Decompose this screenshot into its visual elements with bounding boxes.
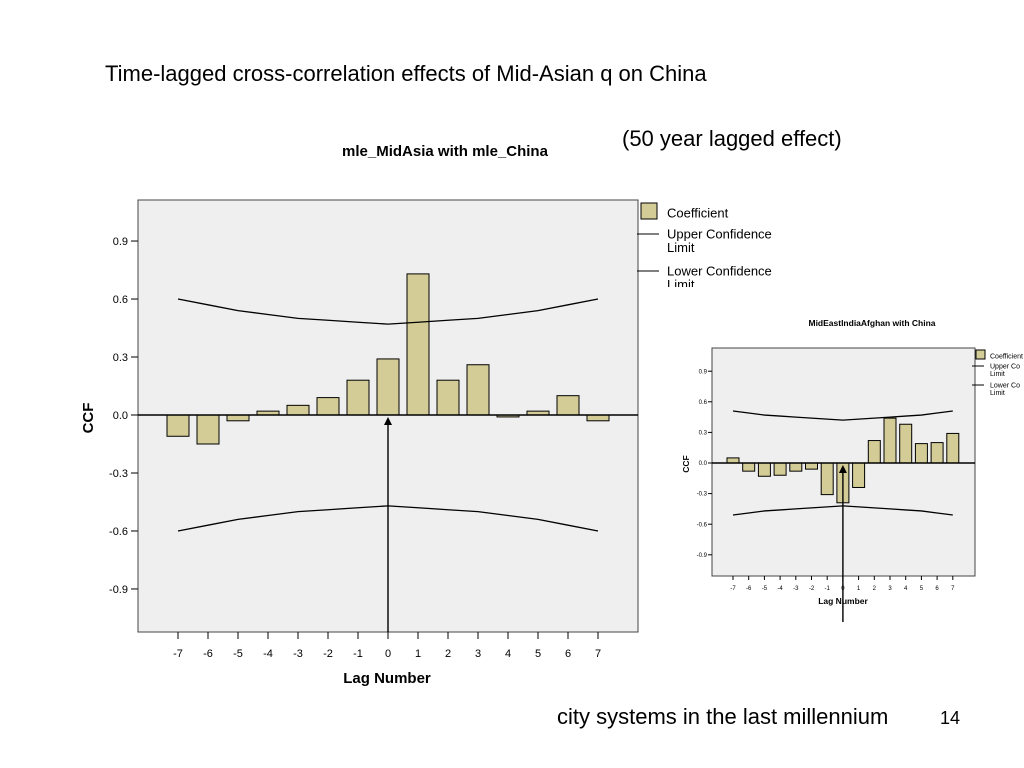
bar bbox=[316, 397, 340, 416]
y-tick-label: 0.0 bbox=[699, 461, 708, 467]
x-tick-label: 4 bbox=[904, 586, 908, 592]
x-tick-label: 0 bbox=[385, 648, 391, 660]
x-tick-label: -1 bbox=[825, 586, 831, 592]
x-tick-label: 7 bbox=[951, 586, 955, 592]
footer-text: city systems in the last millennium bbox=[557, 704, 889, 729]
bar bbox=[406, 273, 430, 416]
lag-note: (50 year lagged effect) bbox=[622, 126, 842, 151]
bar bbox=[586, 414, 610, 422]
x-tick-label: 2 bbox=[445, 648, 451, 660]
bar bbox=[914, 443, 928, 464]
bar bbox=[286, 404, 310, 416]
y-tick-label: 0.0 bbox=[113, 410, 128, 422]
x-tick-label: 5 bbox=[535, 648, 541, 660]
bar bbox=[346, 379, 370, 416]
x-tick-label: -6 bbox=[203, 648, 213, 660]
legend-swatch-coefficient bbox=[640, 202, 658, 220]
bar bbox=[226, 414, 250, 422]
legend-label: Lower Co Limit bbox=[990, 382, 1020, 396]
x-tick-label: 7 bbox=[595, 648, 601, 660]
x-tick-label: 5 bbox=[920, 586, 924, 592]
chart-title: MidEastIndiaAfghan with China bbox=[808, 318, 935, 328]
legend-swatch-coefficient bbox=[975, 349, 986, 360]
bar bbox=[852, 462, 866, 488]
bar bbox=[166, 414, 190, 437]
y-axis-label: CCF bbox=[80, 403, 97, 434]
bar bbox=[436, 379, 460, 416]
x-tick-label: -4 bbox=[777, 586, 783, 592]
x-tick-label: 6 bbox=[935, 586, 939, 592]
x-tick-label: -7 bbox=[173, 648, 183, 660]
bar bbox=[867, 440, 881, 464]
x-tick-label: -5 bbox=[233, 648, 243, 660]
y-tick-label: -0.3 bbox=[697, 492, 708, 498]
legend-label: Upper Confidence Limit bbox=[667, 227, 772, 256]
bar bbox=[805, 462, 818, 470]
y-tick-label: -0.9 bbox=[109, 584, 128, 596]
chart-1: mle_MidAsia with mle_China 0.9 0.6 0.3 0.0 -0… bbox=[80, 143, 772, 687]
legend-label: Upper Co Limit bbox=[990, 363, 1020, 377]
x-tick-label: 3 bbox=[888, 586, 892, 592]
x-tick-label: -7 bbox=[730, 586, 736, 592]
y-tick-label: 0.3 bbox=[113, 352, 128, 364]
x-tick-label: 3 bbox=[475, 648, 481, 660]
bar bbox=[466, 364, 490, 416]
x-tick-label: -2 bbox=[323, 648, 333, 660]
upper-confidence-line bbox=[177, 298, 599, 325]
x-tick-label: -3 bbox=[793, 586, 799, 592]
legend-label: Coefficient bbox=[667, 206, 729, 221]
bar bbox=[820, 462, 834, 496]
x-tick-label: -3 bbox=[293, 648, 303, 660]
x-tick-label: 1 bbox=[415, 648, 421, 660]
legend: Coefficient Upper Confidence Limit Lower Co… bbox=[637, 202, 772, 293]
bar bbox=[556, 395, 580, 416]
bar bbox=[946, 432, 960, 464]
y-tick-label: -0.9 bbox=[697, 553, 708, 559]
y-tick-label: 0.3 bbox=[699, 431, 708, 437]
lag-zero-arrowhead bbox=[838, 465, 847, 473]
page-number: 14 bbox=[940, 708, 961, 728]
bar bbox=[899, 423, 913, 464]
y-tick-label: 0.6 bbox=[699, 400, 708, 406]
y-tick-label: -0.6 bbox=[109, 526, 128, 538]
x-axis-label: Lag Number bbox=[343, 670, 431, 687]
lag-zero-arrowhead bbox=[384, 417, 392, 425]
x-tick-label: -4 bbox=[263, 648, 273, 660]
legend-label: Lower Confidence Limit bbox=[667, 264, 772, 293]
x-tick-label: 6 bbox=[565, 648, 571, 660]
chart-title: mle_MidAsia with mle_China bbox=[342, 143, 549, 160]
y-tick-label: 0.9 bbox=[113, 236, 128, 248]
y-tick-label: -0.6 bbox=[697, 522, 708, 528]
y-axis-label: CCF bbox=[681, 455, 691, 472]
chart-2: MidEastIndiaAfghan with China 0.9 0.6 0.3 0.… bbox=[681, 318, 1023, 622]
upper-confidence-line bbox=[732, 410, 953, 421]
bar bbox=[742, 462, 756, 472]
bar bbox=[883, 417, 897, 464]
slide-title: Time-lagged cross-correlation effects of… bbox=[105, 61, 707, 86]
bar bbox=[757, 462, 771, 477]
x-tick-label: 4 bbox=[505, 648, 511, 660]
x-tick-label: -5 bbox=[762, 586, 768, 592]
y-tick-label: -0.3 bbox=[109, 468, 128, 480]
x-tick-label: 1 bbox=[857, 586, 861, 592]
legend-label: Coefficient bbox=[990, 353, 1023, 360]
bar bbox=[930, 442, 944, 464]
x-tick-label: -1 bbox=[353, 648, 363, 660]
legend: Coefficient Upper Co Limit Lower Co Limit bbox=[972, 349, 1023, 397]
x-tick-label: 2 bbox=[873, 586, 877, 592]
bar bbox=[376, 358, 400, 416]
y-tick-label: 0.6 bbox=[113, 294, 128, 306]
bar bbox=[773, 462, 787, 476]
bar bbox=[196, 414, 220, 445]
x-tick-label: -2 bbox=[809, 586, 815, 592]
bar bbox=[789, 462, 803, 472]
x-axis-label: Lag Number bbox=[818, 596, 868, 606]
x-tick-label: -6 bbox=[746, 586, 752, 592]
y-tick-label: 0.9 bbox=[699, 369, 708, 375]
